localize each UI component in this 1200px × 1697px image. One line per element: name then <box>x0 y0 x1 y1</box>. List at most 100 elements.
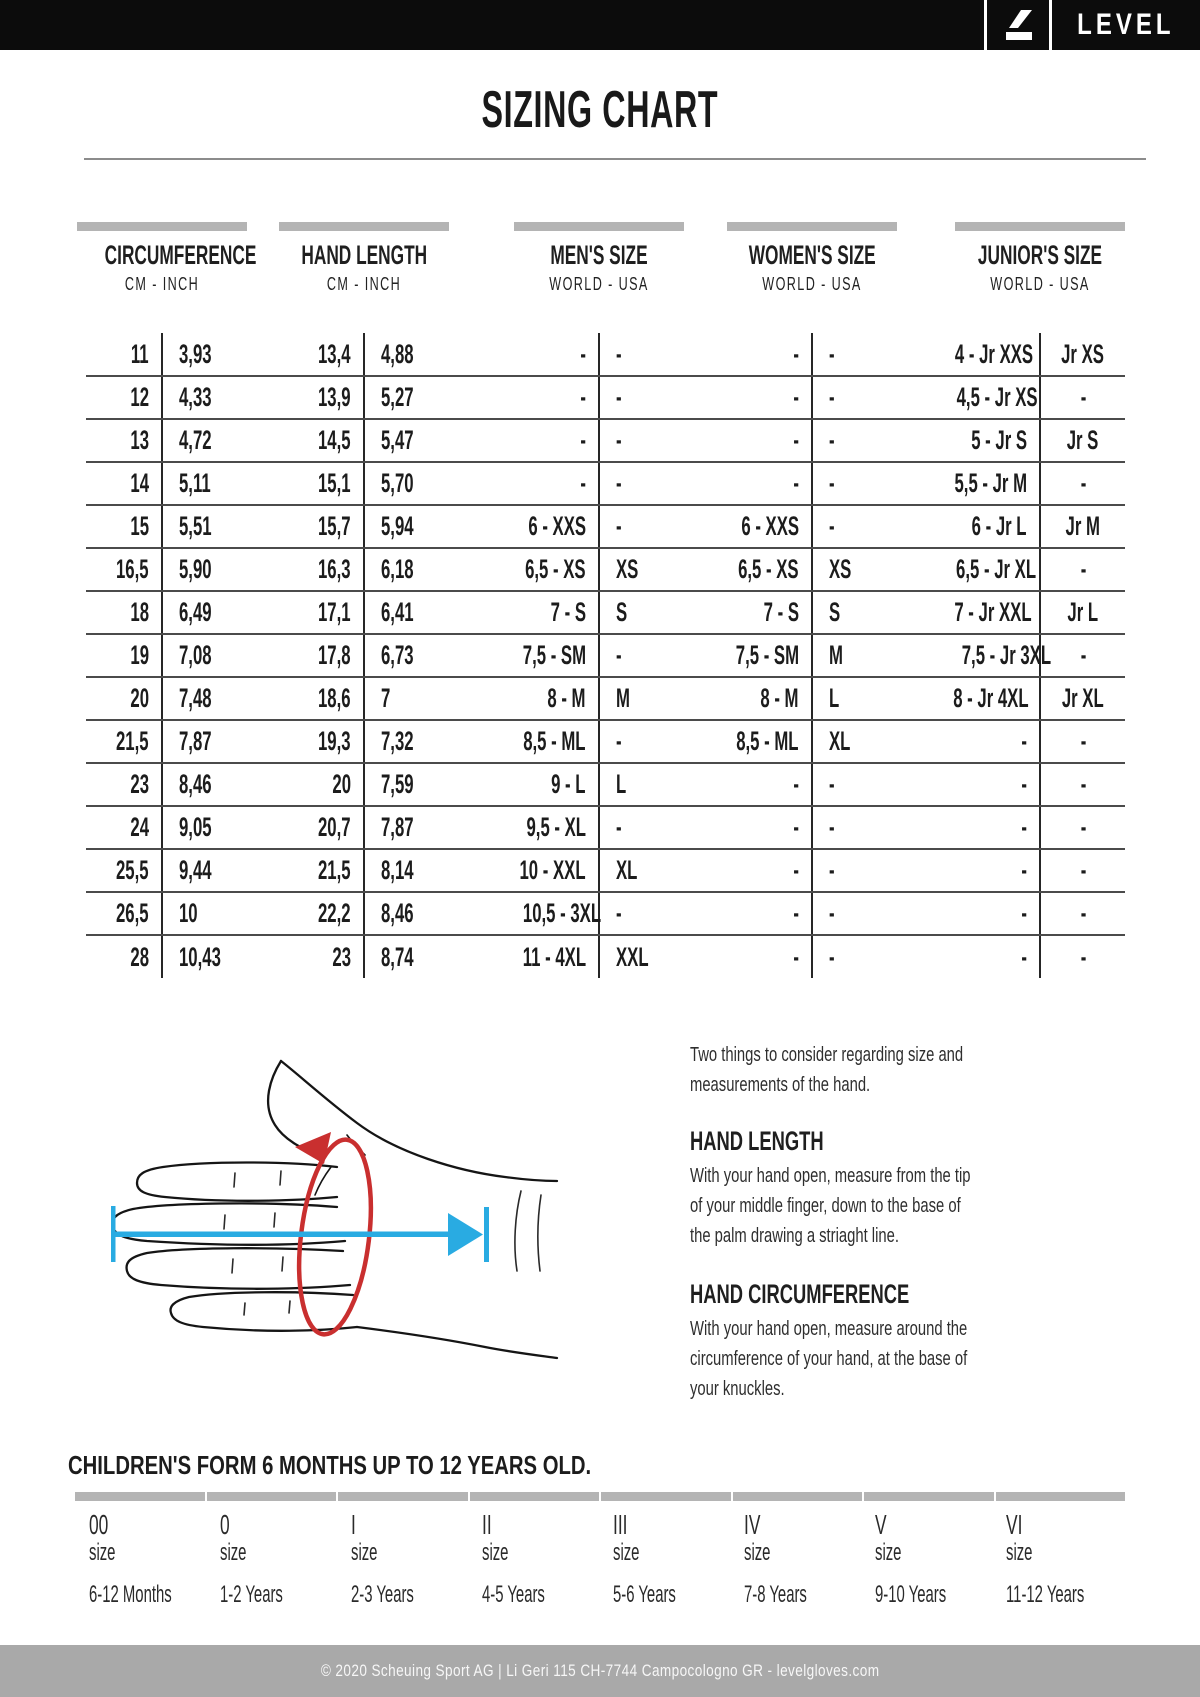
cell-circumference-cm: 20 <box>86 677 163 721</box>
header-divider <box>1049 0 1052 50</box>
cell-juniors-usa: Jr L <box>1040 591 1125 635</box>
cell-womens-world: - <box>689 462 813 506</box>
children-size-column: VI size 11-12 Years <box>992 1510 1123 1608</box>
bar-segment <box>601 1492 731 1501</box>
cell-circumference-inch: 10,43 <box>179 941 221 972</box>
page-title-text: SIZING CHART <box>481 81 719 139</box>
cell-hand-length-inch: 8,74 <box>381 941 414 972</box>
cell-mens-usa: XS <box>599 548 689 592</box>
brand-wordmark: LEVEL <box>1052 0 1200 50</box>
cell-juniors-usa: - <box>1040 462 1125 506</box>
children-age-range: 6-12 Months <box>89 1581 172 1608</box>
cell-mens-world: 10,5 - 3XL <box>475 892 601 936</box>
brand-wordmark-text: LEVEL <box>1077 8 1175 41</box>
hand-circumference-heading-text: HAND CIRCUMFERENCE <box>690 1279 910 1309</box>
bar-segment <box>338 1492 468 1501</box>
cell-circumference-cm: 19 <box>86 634 163 678</box>
cell-mens-world: 7 - S <box>475 591 600 635</box>
sizing-table-body: 11 3,93 13,4 4,88 - - - - 4 - Jr XXS Jr … <box>86 333 1125 978</box>
children-age-range: 5-6 Years <box>613 1581 676 1608</box>
children-size-column: V size 9-10 Years <box>861 1510 992 1608</box>
column-group-units: WORLD - USA <box>940 274 1140 295</box>
column-group-title-text: MEN'S SIZE <box>550 240 648 270</box>
column-group-units-text: CM - INCH <box>326 274 402 294</box>
children-size-word: size <box>613 1539 640 1566</box>
cell-womens-world: - <box>689 849 813 893</box>
cell-hand-length-inch: 7 <box>364 677 475 721</box>
cell-womens-world: 7,5 - SM <box>689 634 813 678</box>
cell-juniors-world: - <box>907 935 1041 978</box>
cell-hand-length-inch: 5,94 <box>364 505 475 549</box>
header-gray-bar <box>727 222 897 231</box>
footer-text: © 2020 Scheuing Sport AG | Li Geri 115 C… <box>320 1661 880 1680</box>
cell-circumference-cm: 12 <box>86 376 163 420</box>
cell-hand-length-inch: 7,87 <box>364 806 475 850</box>
children-size-column: I size 2-3 Years <box>337 1510 468 1608</box>
column-group-title-text: WOMEN'S SIZE <box>748 240 876 270</box>
cell-hand-length-cm: 19,3 <box>280 720 365 764</box>
children-size-word: size <box>744 1539 771 1566</box>
column-group-title-text: JUNIOR'S SIZE <box>977 240 1103 270</box>
cell-juniors-usa: - <box>1040 892 1125 936</box>
children-section-heading-text: CHILDREN'S FORM 6 MONTHS UP TO 12 YEARS … <box>68 1450 592 1480</box>
cell-juniors-world: 5,5 - Jr M <box>907 462 1041 506</box>
cell-juniors-usa: - <box>1040 849 1125 893</box>
column-group-title-text: HAND LENGTH <box>301 240 427 270</box>
cell-hand-length-inch: 6,41 <box>364 591 475 635</box>
cell-juniors-world: - <box>907 806 1041 850</box>
cell-hand-length-inch: 7,59 <box>364 763 475 807</box>
children-size-code: 00 <box>89 1509 109 1540</box>
header-bar: LEVEL <box>0 0 1200 50</box>
cell-circumference-inch: 3,93 <box>162 333 280 377</box>
cell-mens-world: 7,5 - SM <box>475 634 600 678</box>
cell-juniors-world: - <box>907 720 1041 764</box>
table-header-group: CIRCUMFERENCE CM - INCH <box>62 222 262 295</box>
bar-segment <box>469 1492 599 1501</box>
cell-hand-length-cm: 20,7 <box>280 806 365 850</box>
length-arrow-icon <box>111 1206 489 1262</box>
children-gray-bar <box>75 1492 1125 1501</box>
children-size-column: 0 size 1-2 Years <box>206 1510 337 1608</box>
header-gray-bar <box>279 222 449 231</box>
cell-juniors-usa: Jr M <box>1040 505 1125 549</box>
cell-hand-length-inch: 8,46 <box>364 892 475 936</box>
table-row: 26,5 10 22,2 8,46 10,5 - 3XL - - - - - <box>86 892 1125 936</box>
cell-circumference-cm: 14 <box>86 462 163 506</box>
cell-hand-length-cm: 13,4 <box>280 333 365 377</box>
cell-womens-usa: M <box>812 634 907 678</box>
table-header-group: MEN'S SIZE WORLD - USA <box>499 222 699 295</box>
cell-circumference-inch: 10 <box>162 892 280 936</box>
cell-mens-world: - <box>475 333 600 377</box>
cell-hand-length-cm: 17,1 <box>280 591 365 635</box>
cell-juniors-usa: - <box>1040 548 1125 592</box>
hand-circumference-body: With your hand open, measure around the … <box>690 1318 968 1400</box>
children-section-heading: CHILDREN'S FORM 6 MONTHS UP TO 12 YEARS … <box>68 1450 739 1481</box>
cell-circumference-cm: 24 <box>86 806 163 850</box>
cell-womens-world: - <box>689 806 813 850</box>
table-row: 16,5 5,90 16,3 6,18 6,5 - XS XS 6,5 - XS… <box>86 548 1125 592</box>
cell-circumference-inch: 9,44 <box>162 849 280 893</box>
hand-length-heading: HAND LENGTH <box>690 1126 1160 1157</box>
cell-womens-usa: - <box>829 941 835 972</box>
cell-mens-world: 11 - 4XL <box>475 935 600 978</box>
cell-juniors-world: 4,5 - Jr XS <box>907 376 1041 420</box>
children-size-code: I <box>351 1509 356 1540</box>
cell-mens-world: - <box>475 419 600 463</box>
cell-womens-world: - <box>689 763 813 807</box>
table-row: 23 8,46 20 7,59 9 - L L - - - - <box>86 763 1125 807</box>
cell-womens-world: 7 - S <box>689 591 813 635</box>
cell-juniors-world: 5 - Jr S <box>907 419 1041 463</box>
cell-juniors-usa: - <box>1080 941 1086 972</box>
cell-juniors-usa: Jr S <box>1040 419 1125 463</box>
cell-circumference-inch: 5,11 <box>162 462 280 506</box>
cell-juniors-world: 6 - Jr L <box>907 505 1041 549</box>
cell-mens-usa: S <box>599 591 689 635</box>
column-group-title: CIRCUMFERENCE <box>62 240 262 271</box>
children-size-word: size <box>1006 1539 1033 1566</box>
cell-hand-length-inch: 7,32 <box>364 720 475 764</box>
cell-mens-world: 6,5 - XS <box>475 548 600 592</box>
cell-womens-usa: - <box>812 849 907 893</box>
cell-hand-length-cm: 15,7 <box>280 505 365 549</box>
table-row: 25,5 9,44 21,5 8,14 10 - XXL XL - - - - <box>86 849 1125 893</box>
